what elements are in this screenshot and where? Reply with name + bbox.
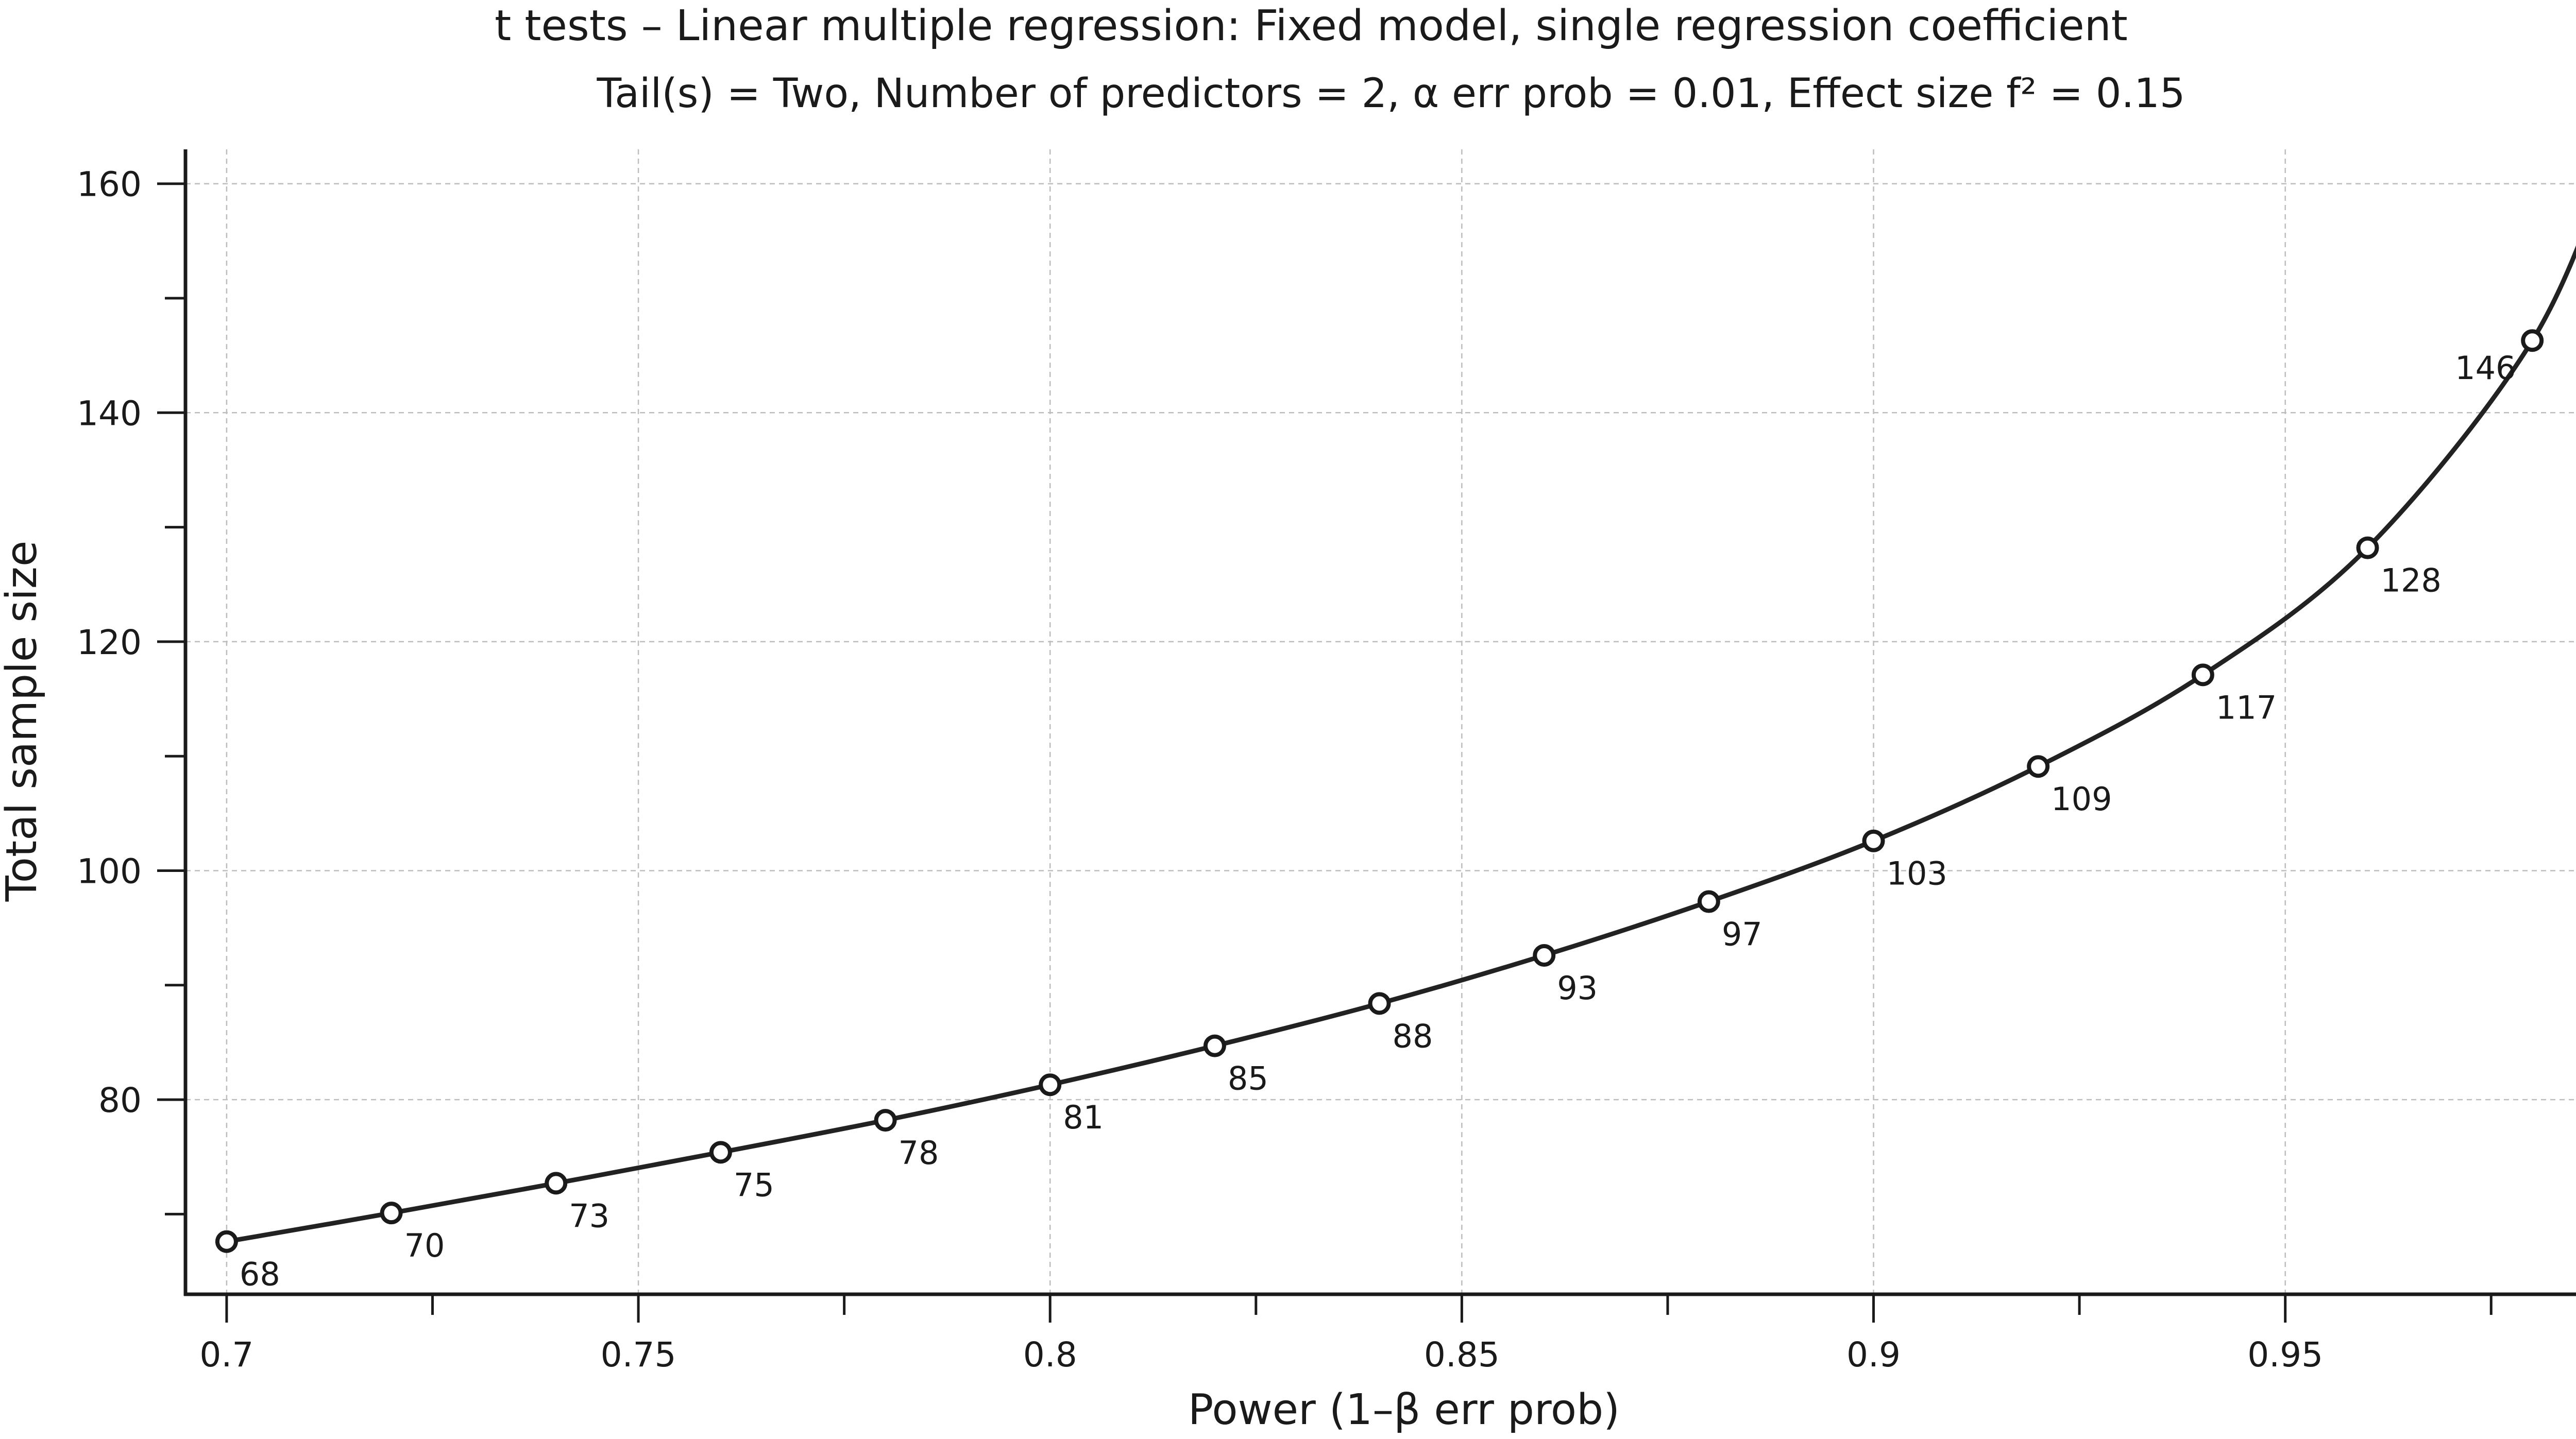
data-label: 73 bbox=[569, 1197, 609, 1235]
y-tick-label: 160 bbox=[77, 165, 142, 204]
data-point-marker bbox=[2521, 329, 2544, 352]
data-label: 103 bbox=[1887, 855, 1947, 893]
data-labels: 68 70 73 75 78 81 85 88 93 97 103 109 117 128 146 bbox=[240, 349, 2516, 1293]
y-tick-label: 120 bbox=[77, 623, 142, 662]
ticks: 0.7 0.75 0.8 0.85 0.9 0.95 80 100 120 140 160 bbox=[77, 165, 2493, 1375]
axes bbox=[183, 149, 2576, 1296]
data-point-marker bbox=[1368, 992, 1391, 1015]
data-label: 85 bbox=[1228, 1060, 1268, 1098]
x-tick-label: 0.8 bbox=[1023, 1335, 1077, 1375]
data-label: 109 bbox=[2051, 780, 2112, 818]
data-point-marker bbox=[2356, 536, 2379, 559]
y-axis-label: Total sample size bbox=[0, 541, 46, 902]
x-tick-label: 0.75 bbox=[601, 1335, 676, 1375]
data-point-marker bbox=[545, 1172, 568, 1195]
y-tick-label: 100 bbox=[77, 851, 142, 891]
x-axis-label: Power (1–β err prob) bbox=[1188, 1385, 1620, 1434]
chart-title: t tests – Linear multiple regression: Fi… bbox=[495, 2, 2128, 50]
data-point-marker bbox=[380, 1202, 403, 1225]
data-label: 68 bbox=[240, 1256, 280, 1293]
data-label: 75 bbox=[734, 1166, 774, 1204]
data-point-marker bbox=[1203, 1034, 1226, 1057]
gridlines bbox=[185, 149, 2576, 1294]
data-label: 81 bbox=[1063, 1099, 1104, 1136]
data-point-marker bbox=[1697, 890, 1720, 913]
y-tick-label: 80 bbox=[98, 1081, 142, 1120]
data-point-marker bbox=[874, 1109, 897, 1132]
data-label: 78 bbox=[899, 1134, 939, 1172]
x-tick-label: 0.7 bbox=[199, 1335, 253, 1375]
data-label: 97 bbox=[1722, 916, 1762, 953]
data-point-marker bbox=[215, 1230, 238, 1253]
data-label: 70 bbox=[404, 1227, 445, 1264]
data-label: 146 bbox=[2455, 349, 2516, 387]
data-point-marker bbox=[2191, 663, 2214, 687]
data-point-marker bbox=[1862, 829, 1885, 852]
data-label: 117 bbox=[2216, 689, 2277, 726]
x-tick-label: 0.9 bbox=[1846, 1335, 1901, 1375]
x-tick-label: 0.85 bbox=[1424, 1335, 1500, 1375]
data-series bbox=[215, 245, 2576, 1253]
data-point-marker bbox=[2027, 755, 2050, 778]
data-label: 88 bbox=[1393, 1017, 1433, 1055]
sample-size-curve bbox=[226, 245, 2576, 1244]
chart-subtitle: Tail(s) = Two, Number of predictors = 2,… bbox=[596, 71, 2185, 117]
data-point-marker bbox=[709, 1141, 732, 1164]
data-point-marker bbox=[1039, 1073, 1062, 1097]
data-label: 128 bbox=[2381, 562, 2442, 599]
y-tick-label: 140 bbox=[77, 393, 142, 433]
data-point-marker bbox=[1533, 944, 1556, 967]
x-tick-label: 0.95 bbox=[2247, 1335, 2323, 1375]
data-label: 93 bbox=[1557, 969, 1598, 1007]
